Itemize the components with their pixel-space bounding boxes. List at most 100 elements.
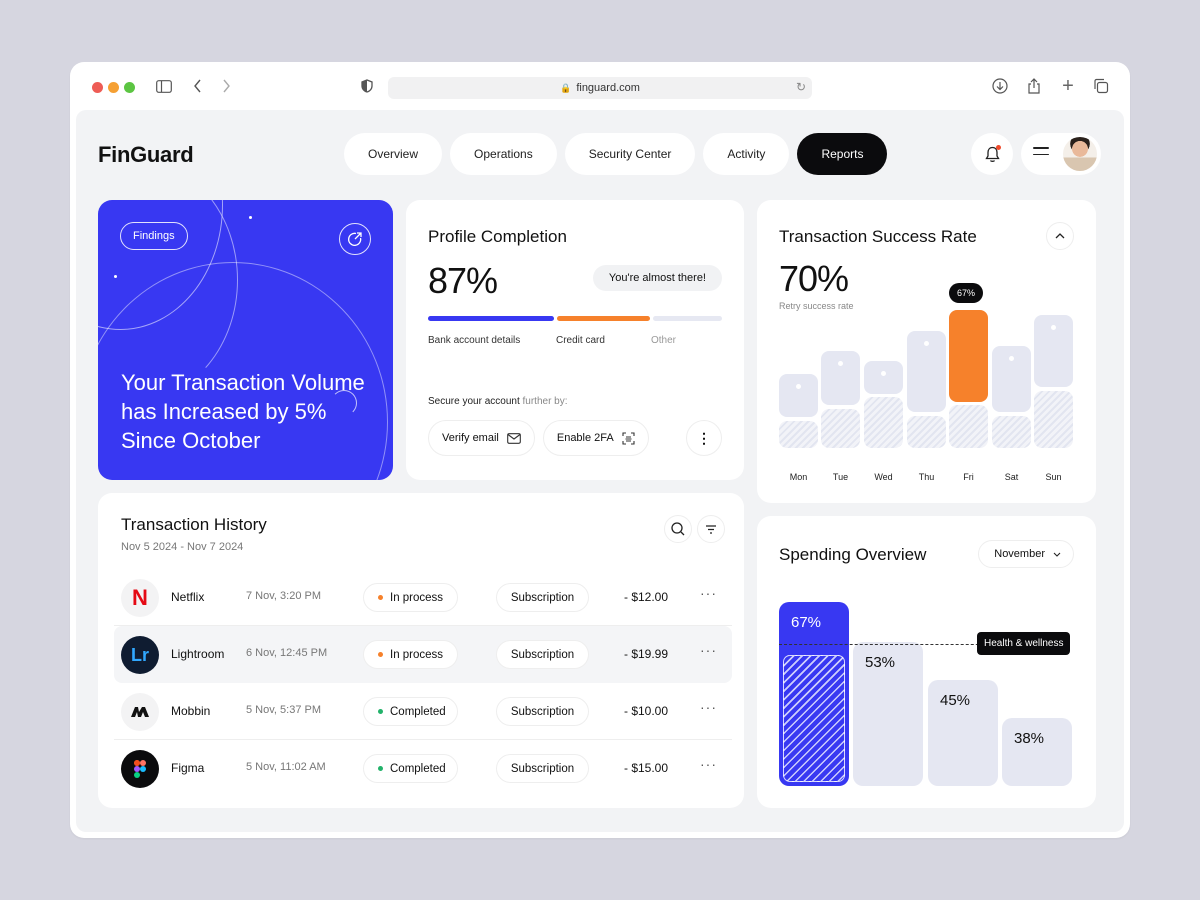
category-tooltip: Health & wellness [977,632,1071,655]
nav-activity[interactable]: Activity [703,133,790,175]
completion-progress [428,316,722,321]
spending-overview-card: Spending Overview November 67% 53% 45% 3… [757,516,1096,808]
hamburger-icon [1033,147,1049,160]
label-other: Other [651,335,677,346]
notifications-button[interactable] [971,133,1013,175]
security-actions: Verify email Enable 2FA [428,420,649,456]
findings-headline: Your Transaction Volume has Increased by… [121,370,365,453]
card-title: Profile Completion [428,227,567,246]
findings-card: Findings Your Transaction Volume has Inc… [98,200,393,480]
transaction-success-card: Transaction Success Rate 70% Retry succe… [757,200,1096,503]
enable-2fa-button[interactable]: Enable 2FA [542,420,649,456]
decor-dot [249,216,252,219]
row-menu-button[interactable]: ··· [700,642,717,658]
chart-tooltip: 67% [949,283,984,303]
nav-overview[interactable]: Overview [344,133,443,175]
card-title: Transaction Success Rate [779,227,977,246]
chevron-up-icon [1055,233,1065,239]
figma-logo [121,750,159,788]
table-row[interactable]: Lr Lightroom 6 Nov, 12:45 PM In process … [114,626,732,683]
lock-icon: 🔒 [560,82,572,93]
spending-bar-1[interactable]: 67% [779,602,849,786]
transaction-list: N Netflix 7 Nov, 3:20 PM In process Subs… [114,569,732,797]
category-badge: Subscription [496,697,589,726]
mail-icon [507,432,521,444]
row-menu-button[interactable]: ··· [700,756,717,772]
completion-percent: 87% [428,260,498,301]
row-menu-button[interactable]: ··· [700,585,717,601]
user-menu-button[interactable] [1021,133,1101,175]
status-badge: Completed [363,697,458,726]
spending-bar-2[interactable]: 53% [853,642,923,786]
share-icon[interactable] [1024,76,1044,96]
notification-badge [996,145,1001,150]
scan-icon [622,431,635,445]
spending-bar-3[interactable]: 45% [928,680,998,786]
decor-dot [114,275,117,278]
shield-icon[interactable] [357,76,377,96]
nav-security-center[interactable]: Security Center [564,133,696,175]
label-credit-card: Credit card [556,335,605,346]
status-badge: You're almost there! [592,265,722,291]
progress-credit-card [557,316,650,321]
secure-prompt: Secure your account further by: [428,396,568,407]
profile-completion-card: Profile Completion 87% You're almost the… [406,200,744,480]
new-tab-icon[interactable]: + [1062,75,1074,97]
nav-reports[interactable]: Reports [797,133,888,175]
table-row[interactable]: N Netflix 7 Nov, 3:20 PM In process Subs… [114,569,732,626]
search-button[interactable] [664,515,692,543]
avatar [1063,137,1097,171]
forward-icon[interactable] [216,76,236,96]
table-row[interactable]: Figma 5 Nov, 11:02 AM Completed Subscrip… [114,740,732,797]
progress-other [653,316,722,321]
progress-bank [428,316,554,321]
sidebar-toggle-icon[interactable] [154,76,174,96]
date-range: Nov 5 2024 - Nov 7 2024 [121,541,244,553]
open-link-button[interactable] [339,223,371,255]
browser-toolbar: 🔒 finguard.com ↻ + [70,62,1130,110]
browser-window: 🔒 finguard.com ↻ + FinGuard Overview Ope… [70,62,1130,838]
table-row[interactable]: Mobbin 5 Nov, 5:37 PM Completed Subscrip… [114,683,732,740]
card-title: Spending Overview [779,545,927,564]
nav-operations[interactable]: Operations [450,133,557,175]
reload-icon[interactable]: ↻ [795,80,806,94]
lightroom-logo: Lr [121,636,159,674]
weekly-success-chart: Mon Tue Wed Thu Fri Sat Sun 67% [779,283,1074,488]
netflix-logo: N [121,579,159,617]
finguard-logo[interactable]: FinGuard [98,142,194,167]
hatch-fill [783,655,845,782]
main-nav: Overview Operations Security Center Acti… [344,133,888,175]
back-icon[interactable] [188,76,208,96]
success-rate-value: 70% [779,258,849,299]
spending-bar-4[interactable]: 38% [1002,718,1072,786]
maximize-window-button[interactable] [124,82,135,93]
close-window-button[interactable] [92,82,103,93]
search-icon [671,522,685,536]
address-bar[interactable]: 🔒 finguard.com ↻ [388,77,812,99]
filter-button[interactable] [697,515,725,543]
success-rate-subtitle: Retry success rate [779,301,854,311]
dashboard-page: FinGuard Overview Operations Security Ce… [76,110,1124,832]
download-icon[interactable] [990,76,1010,96]
category-badge: Subscription [496,640,589,669]
transaction-history-card: Transaction History Nov 5 2024 - Nov 7 2… [98,493,744,808]
findings-tag[interactable]: Findings [120,222,188,250]
label-bank: Bank account details [428,335,521,346]
status-badge: Completed [363,754,458,783]
decor-circle [331,390,357,416]
category-badge: Subscription [496,583,589,612]
card-title: Transaction History [121,515,267,534]
collapse-button[interactable] [1046,222,1074,250]
more-options-button[interactable]: ⋮ [686,420,722,456]
chevron-down-icon [1053,552,1061,557]
external-link-icon [348,232,362,246]
status-badge: In process [363,640,458,669]
bell-icon [984,146,1000,162]
minimize-window-button[interactable] [108,82,119,93]
filter-icon [706,524,716,534]
verify-email-button[interactable]: Verify email [428,420,535,456]
threshold-line [779,644,999,645]
row-menu-button[interactable]: ··· [700,699,717,715]
tabs-overview-icon[interactable] [1091,76,1111,96]
month-select[interactable]: November [978,540,1074,568]
